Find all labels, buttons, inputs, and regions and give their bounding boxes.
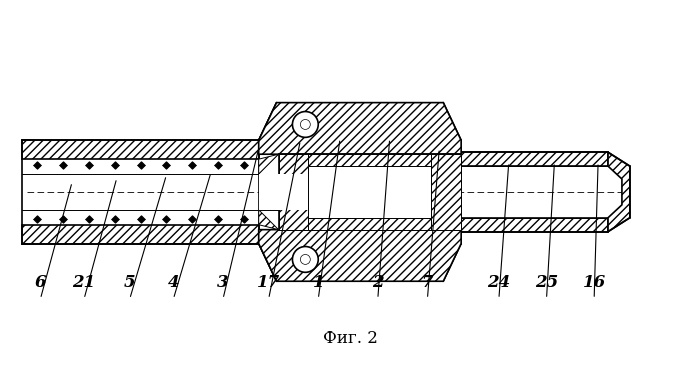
Text: 2: 2 xyxy=(372,274,384,291)
Text: 6: 6 xyxy=(34,274,46,291)
Polygon shape xyxy=(259,103,277,140)
Text: 5: 5 xyxy=(124,274,136,291)
Polygon shape xyxy=(22,140,259,159)
Polygon shape xyxy=(259,230,461,281)
Text: 17: 17 xyxy=(257,274,280,291)
Polygon shape xyxy=(259,174,308,210)
Circle shape xyxy=(301,254,310,264)
Polygon shape xyxy=(461,218,608,232)
Circle shape xyxy=(301,120,310,130)
Polygon shape xyxy=(431,154,461,230)
Text: 1: 1 xyxy=(312,274,324,291)
Text: 3: 3 xyxy=(217,274,229,291)
Polygon shape xyxy=(278,154,461,230)
Polygon shape xyxy=(278,154,308,230)
Polygon shape xyxy=(259,103,461,154)
Text: 4: 4 xyxy=(168,274,179,291)
Polygon shape xyxy=(259,210,278,230)
Polygon shape xyxy=(308,218,431,230)
Text: 7: 7 xyxy=(421,274,433,291)
Text: Фиг. 2: Фиг. 2 xyxy=(322,330,377,347)
Circle shape xyxy=(292,247,318,272)
Polygon shape xyxy=(22,225,259,244)
Polygon shape xyxy=(308,166,431,218)
Polygon shape xyxy=(461,152,608,166)
Circle shape xyxy=(292,112,318,137)
Text: 16: 16 xyxy=(582,274,606,291)
Polygon shape xyxy=(608,152,630,232)
Polygon shape xyxy=(308,154,431,166)
Polygon shape xyxy=(259,244,277,281)
Text: 25: 25 xyxy=(535,274,558,291)
Text: 24: 24 xyxy=(487,274,510,291)
Polygon shape xyxy=(259,154,278,174)
Text: 21: 21 xyxy=(73,274,96,291)
